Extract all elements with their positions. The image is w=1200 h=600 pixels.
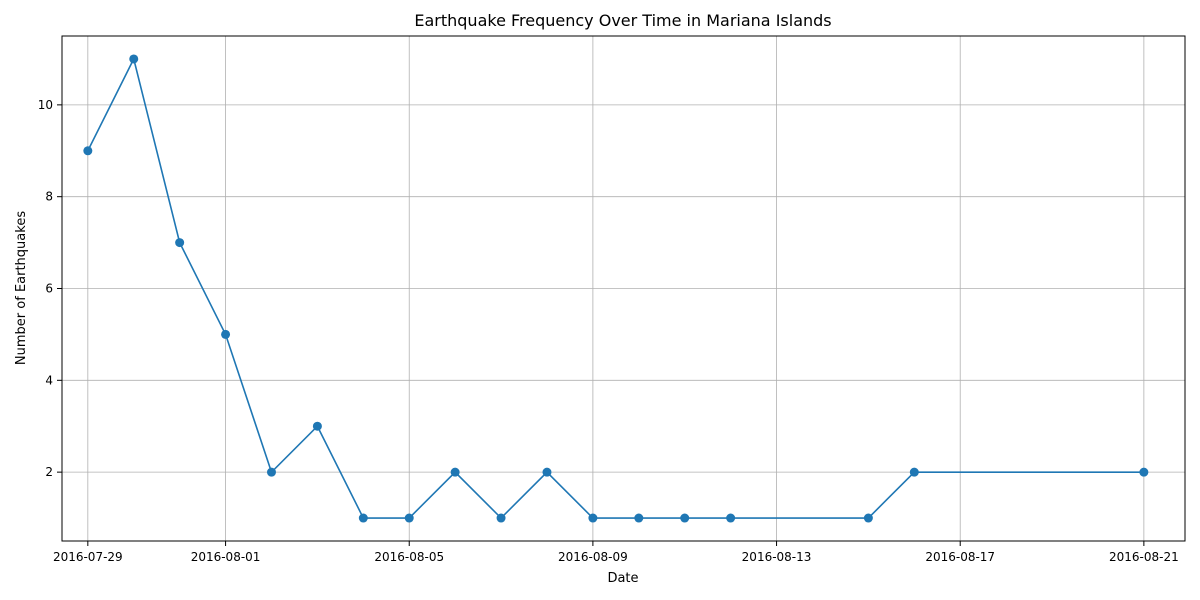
data-point <box>129 54 139 64</box>
grid <box>62 36 1185 541</box>
x-tick-label: 2016-08-01 <box>191 550 261 564</box>
data-point <box>450 467 460 477</box>
data-point <box>863 513 873 523</box>
x-tick-label: 2016-08-17 <box>925 550 995 564</box>
y-tick-label: 2 <box>45 465 53 479</box>
series <box>83 54 1149 523</box>
x-tick-label: 2016-08-09 <box>558 550 628 564</box>
x-tick-label: 2016-08-21 <box>1109 550 1179 564</box>
data-point <box>1139 467 1149 477</box>
chart-title: Earthquake Frequency Over Time in Marian… <box>414 11 831 30</box>
data-point <box>496 513 506 523</box>
data-point <box>175 238 185 248</box>
y-tick-label: 10 <box>38 98 53 112</box>
ticks: 2016-07-29 2016-08-01 2016-08-05 2016-08-09… <box>38 98 1179 564</box>
x-tick-label: 2016-08-05 <box>374 550 444 564</box>
data-point <box>83 146 93 156</box>
data-point <box>221 329 231 339</box>
data-point <box>680 513 690 523</box>
x-axis-label: Date <box>607 571 638 586</box>
data-point <box>358 513 368 523</box>
series-line <box>87 56 1144 520</box>
x-tick-label: 2016-07-29 <box>53 550 123 564</box>
data-point <box>726 513 736 523</box>
x-tick-label: 2016-08-13 <box>742 550 812 564</box>
data-point <box>266 467 276 477</box>
y-axis-label: Number of Earthquakes <box>14 211 29 365</box>
data-point <box>312 421 322 431</box>
y-tick-label: 4 <box>45 373 53 387</box>
y-tick-label: 8 <box>45 190 53 204</box>
data-point <box>404 513 414 523</box>
y-tick-label: 6 <box>45 282 53 296</box>
data-point <box>909 467 919 477</box>
data-point <box>634 513 644 523</box>
data-point <box>542 467 552 477</box>
data-point <box>588 513 598 523</box>
